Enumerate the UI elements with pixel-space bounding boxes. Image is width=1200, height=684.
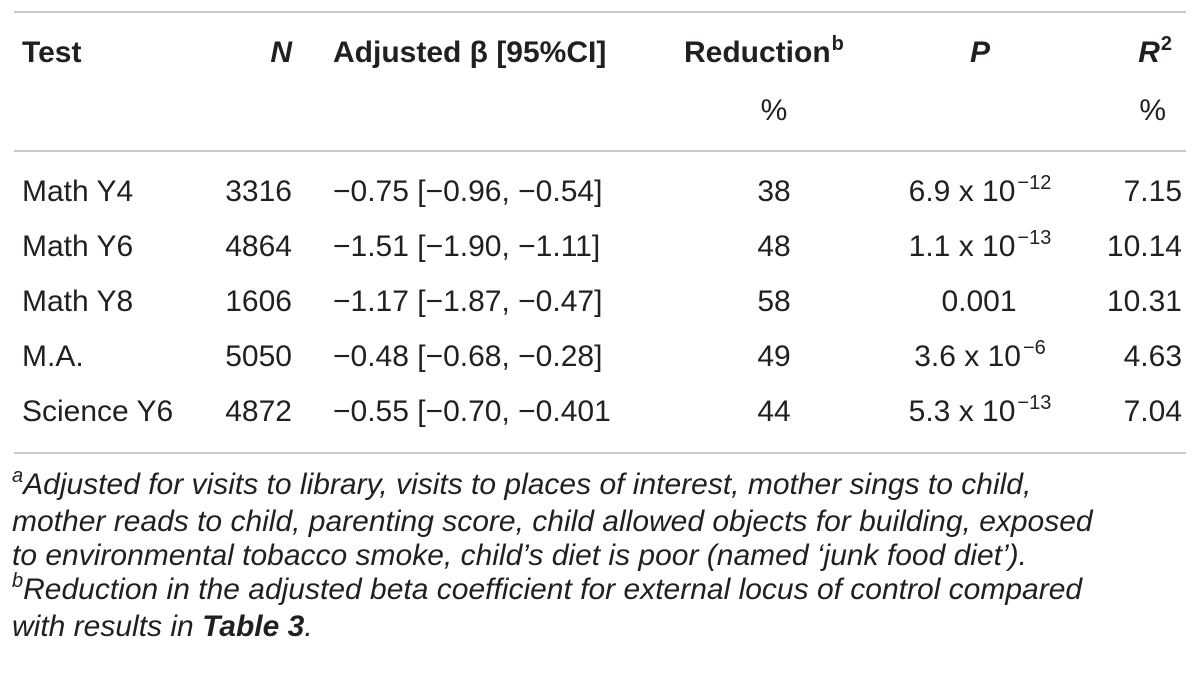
row-4-r2: 7.04 bbox=[1123, 395, 1182, 428]
row-3-p-exp: −6 bbox=[1022, 337, 1046, 359]
header-r2-unit: % bbox=[1139, 94, 1166, 127]
header-r2-sup: 2 bbox=[1160, 33, 1172, 55]
row-0-p-exp: −12 bbox=[1017, 172, 1052, 194]
row-1-p-exp: −13 bbox=[1017, 227, 1052, 249]
header-reduction: Reductionb bbox=[684, 33, 844, 73]
footnote-a-line-1: aAdjusted for visits to library, visits … bbox=[12, 465, 1188, 505]
table-3-reference: Table 3 bbox=[202, 610, 305, 643]
row-2-p-base: 0.001 bbox=[941, 285, 1017, 318]
row-3-n: 5050 bbox=[225, 340, 292, 373]
row-0-n: 3316 bbox=[225, 175, 292, 208]
footnote-b-line-2: with results in Table 3. bbox=[12, 610, 1188, 644]
row-4-p-base: 5.3 x 10 bbox=[908, 395, 1016, 428]
footnote-b-text-1: Reduction in the adjusted beta coefficie… bbox=[23, 573, 1083, 606]
row-4-p: 5.3 x 10 −13 bbox=[880, 392, 1080, 432]
row-3-p: 3.6 x 10 −6 bbox=[880, 337, 1080, 377]
footnote-a-line-2: mother reads to child, parenting score, … bbox=[12, 505, 1093, 538]
table-footnotes: aAdjusted for visits to library, visits … bbox=[12, 465, 1188, 644]
header-reduction-footnote-mark: b bbox=[831, 33, 844, 55]
header-n-label: N bbox=[270, 36, 292, 69]
footnote-b-suffix: . bbox=[304, 610, 313, 643]
footnote-a-line-3: to environmental tobacco smoke, child’s … bbox=[12, 539, 1027, 572]
row-1-beta: −1.51 [−1.90, −1.11] bbox=[333, 230, 601, 263]
header-p: P bbox=[880, 36, 1080, 70]
row-2-beta: −1.17 [−1.87, −0.47] bbox=[333, 285, 603, 318]
row-3-beta: −0.48 [−0.68, −0.28] bbox=[333, 340, 603, 373]
row-1-reduction: 48 bbox=[757, 230, 791, 263]
row-4-test: Science Y6 bbox=[22, 395, 174, 428]
header-test: Test bbox=[22, 36, 82, 69]
header-reduction-label: Reduction bbox=[684, 36, 831, 69]
row-1-test: Math Y6 bbox=[22, 230, 134, 263]
row-1-r2: 10.14 bbox=[1106, 230, 1182, 263]
header-n: N bbox=[270, 36, 292, 70]
row-4-n: 4872 bbox=[225, 395, 292, 428]
row-3-test: M.A. bbox=[22, 340, 84, 373]
row-4-reduction: 44 bbox=[757, 395, 791, 428]
row-2-r2: 10.31 bbox=[1106, 285, 1182, 318]
footnote-a-text-1: Adjusted for visits to library, visits t… bbox=[23, 468, 1032, 501]
header-beta: Adjusted β [95%CI] bbox=[333, 36, 607, 69]
row-4-beta: −0.55 [−0.70, −0.401 bbox=[333, 395, 611, 428]
row-1-p: 1.1 x 10 −13 bbox=[880, 227, 1080, 267]
row-3-p-base: 3.6 x 10 bbox=[914, 340, 1021, 373]
row-2-test: Math Y8 bbox=[22, 285, 134, 318]
row-0-r2: 7.15 bbox=[1123, 175, 1182, 208]
footnote-a-mark: a bbox=[12, 465, 24, 487]
row-3-reduction: 49 bbox=[757, 340, 791, 373]
row-0-p: 6.9 x 10 −12 bbox=[880, 172, 1080, 212]
row-2-p: 0.001 bbox=[880, 285, 1080, 322]
row-2-n: 1606 bbox=[225, 285, 292, 318]
header-r2-label: R bbox=[1138, 36, 1160, 69]
header-p-label: P bbox=[969, 36, 990, 69]
table-header-rule bbox=[14, 150, 1186, 152]
table-bottom-rule bbox=[14, 452, 1186, 454]
row-0-test: Math Y4 bbox=[22, 175, 134, 208]
footnote-b-prefix: with results in bbox=[12, 610, 203, 643]
row-0-reduction: 38 bbox=[757, 175, 791, 208]
row-3-r2: 4.63 bbox=[1123, 340, 1182, 373]
row-1-p-base: 1.1 x 10 bbox=[908, 230, 1016, 263]
row-0-p-base: 6.9 x 10 bbox=[908, 175, 1016, 208]
table-top-rule bbox=[14, 11, 1186, 13]
footnote-b-line-1: bReduction in the adjusted beta coeffici… bbox=[12, 570, 1188, 610]
row-0-beta: −0.75 [−0.96, −0.54] bbox=[333, 175, 603, 208]
footnote-b-mark: b bbox=[12, 570, 24, 592]
row-4-p-exp: −13 bbox=[1017, 392, 1052, 414]
header-r2: R2 bbox=[1138, 33, 1172, 73]
row-2-reduction: 58 bbox=[757, 285, 791, 318]
header-reduction-unit: % bbox=[760, 94, 788, 127]
row-1-n: 4864 bbox=[225, 230, 292, 263]
